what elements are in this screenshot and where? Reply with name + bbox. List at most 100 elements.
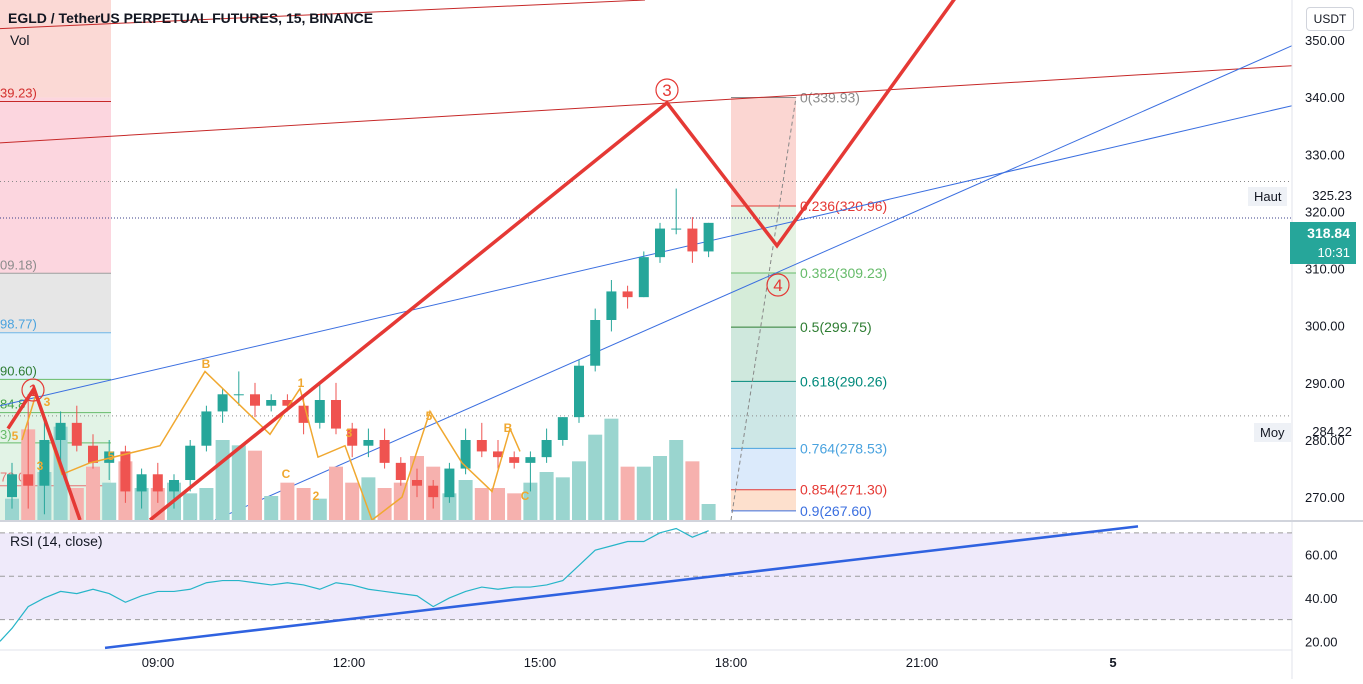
volume-bar — [345, 482, 360, 520]
candle-body — [557, 417, 568, 440]
candle-body — [476, 440, 487, 452]
candle-body — [428, 485, 439, 498]
wave-3-marker-circle — [655, 78, 679, 102]
main-wave-line — [148, 0, 956, 522]
current-price-badge: 318.84 10:31 — [1290, 222, 1356, 264]
fib-zone — [731, 381, 796, 449]
left-fib-zone-top — [0, 0, 111, 98]
candle-body — [347, 428, 358, 446]
fib-level-label: 0.5(299.75) — [800, 319, 872, 335]
candle-body — [622, 291, 633, 298]
volume-bar — [5, 498, 19, 520]
fib-zone — [731, 327, 796, 382]
volume-bar — [199, 488, 214, 520]
volume-bar — [523, 482, 538, 520]
high-value: 325.23 — [1312, 188, 1352, 203]
sub-wave-label: 5 — [426, 409, 433, 423]
candle-body — [71, 422, 82, 446]
wave-3-marker: 3 — [662, 81, 671, 100]
candle-body — [379, 440, 390, 463]
left-fib-label: 3) — [0, 427, 12, 442]
candle-body — [363, 440, 374, 446]
fib-level-label: 0.382(309.23) — [800, 265, 887, 281]
price-tick-label: 300.00 — [1305, 319, 1345, 334]
wave-1-leg — [6, 384, 82, 521]
bar-countdown: 10:31 — [1317, 245, 1350, 260]
left-fib-zone-3 — [0, 273, 111, 333]
volume-bar — [329, 466, 343, 520]
time-tick-label: 5 — [1109, 655, 1116, 670]
wave-1-marker: 1 — [28, 381, 37, 400]
candle-body — [509, 457, 520, 463]
volume-bar — [604, 418, 619, 520]
left-fib-label: 09.18) — [0, 257, 37, 272]
channel-top-line — [0, 0, 646, 30]
trend-line-upper — [0, 105, 1293, 407]
candle-body — [655, 228, 665, 258]
candle-body — [201, 411, 212, 446]
candle-body — [104, 451, 115, 463]
volume-bar — [588, 434, 603, 520]
rsi-label[interactable]: RSI (14, close) — [10, 533, 103, 549]
candle-body — [590, 320, 601, 366]
rsi-line — [0, 527, 709, 642]
price-tick-label: 320.00 — [1305, 204, 1345, 219]
candle-body — [395, 462, 406, 480]
volume-bar — [442, 493, 457, 520]
volume-bar — [248, 450, 262, 520]
candle-body — [185, 445, 196, 480]
candle-body — [55, 422, 66, 440]
avg-label: Moy — [1254, 423, 1291, 442]
sub-wave-label: 2 — [313, 489, 320, 503]
candle-body — [233, 394, 244, 396]
time-tick-label: 15:00 — [524, 655, 557, 670]
fib-level-label: 0.9(267.60) — [800, 503, 872, 519]
currency-badge[interactable]: USDT — [1306, 7, 1354, 31]
volume-bar — [636, 466, 651, 520]
volume-bar — [312, 498, 327, 520]
fib-level-label: 0.764(278.53) — [800, 440, 887, 456]
volume-bar — [458, 480, 473, 520]
candle-body — [638, 257, 649, 298]
candle-body — [298, 405, 309, 423]
candle-body — [460, 440, 471, 469]
candle-body — [266, 400, 277, 406]
candle-body — [250, 394, 260, 406]
candle-body — [7, 474, 17, 498]
left-fib-label: 84.8 — [0, 397, 25, 412]
wave-1-marker-circle — [21, 378, 45, 402]
candle-body — [282, 400, 293, 406]
volume-bar — [701, 504, 716, 520]
candle-body — [331, 400, 341, 429]
volume-bar — [555, 477, 570, 520]
wave-4-marker-circle — [766, 273, 790, 297]
volume-bar — [507, 493, 522, 520]
candle-body — [23, 474, 34, 486]
fib-trend-dashed — [730, 97, 797, 521]
chart-title: EGLD / TetherUS PERPETUAL FUTURES, 15, B… — [8, 10, 373, 26]
fib-level-label: 0.236(320.96) — [800, 198, 887, 214]
left-fib-zone-4 — [0, 332, 111, 380]
volume-bar — [86, 466, 100, 520]
candle-body — [314, 400, 325, 423]
volume-bar — [669, 440, 684, 520]
rsi-trendline — [104, 525, 1139, 650]
volume-bar — [215, 440, 230, 520]
fib-zone — [731, 205, 796, 273]
volume-bar — [264, 496, 279, 520]
candle-body — [136, 474, 147, 492]
trend-line-lower — [214, 45, 1293, 521]
volume-bar — [539, 472, 554, 520]
sub-wave-zigzag — [21, 370, 521, 522]
fib-level-label: 0.618(290.26) — [800, 373, 887, 389]
price-tick-label: 270.00 — [1305, 490, 1345, 505]
price-tick-label: 280.00 — [1305, 433, 1345, 448]
price-tick-label: 290.00 — [1305, 376, 1345, 391]
fib-level-label: 0(339.93) — [800, 90, 860, 106]
rsi-tick-label: 60.00 — [1305, 548, 1338, 563]
fib-level-label: 0.854(271.30) — [800, 482, 887, 498]
volume-bar — [685, 461, 700, 520]
rsi-band — [0, 532, 1292, 620]
